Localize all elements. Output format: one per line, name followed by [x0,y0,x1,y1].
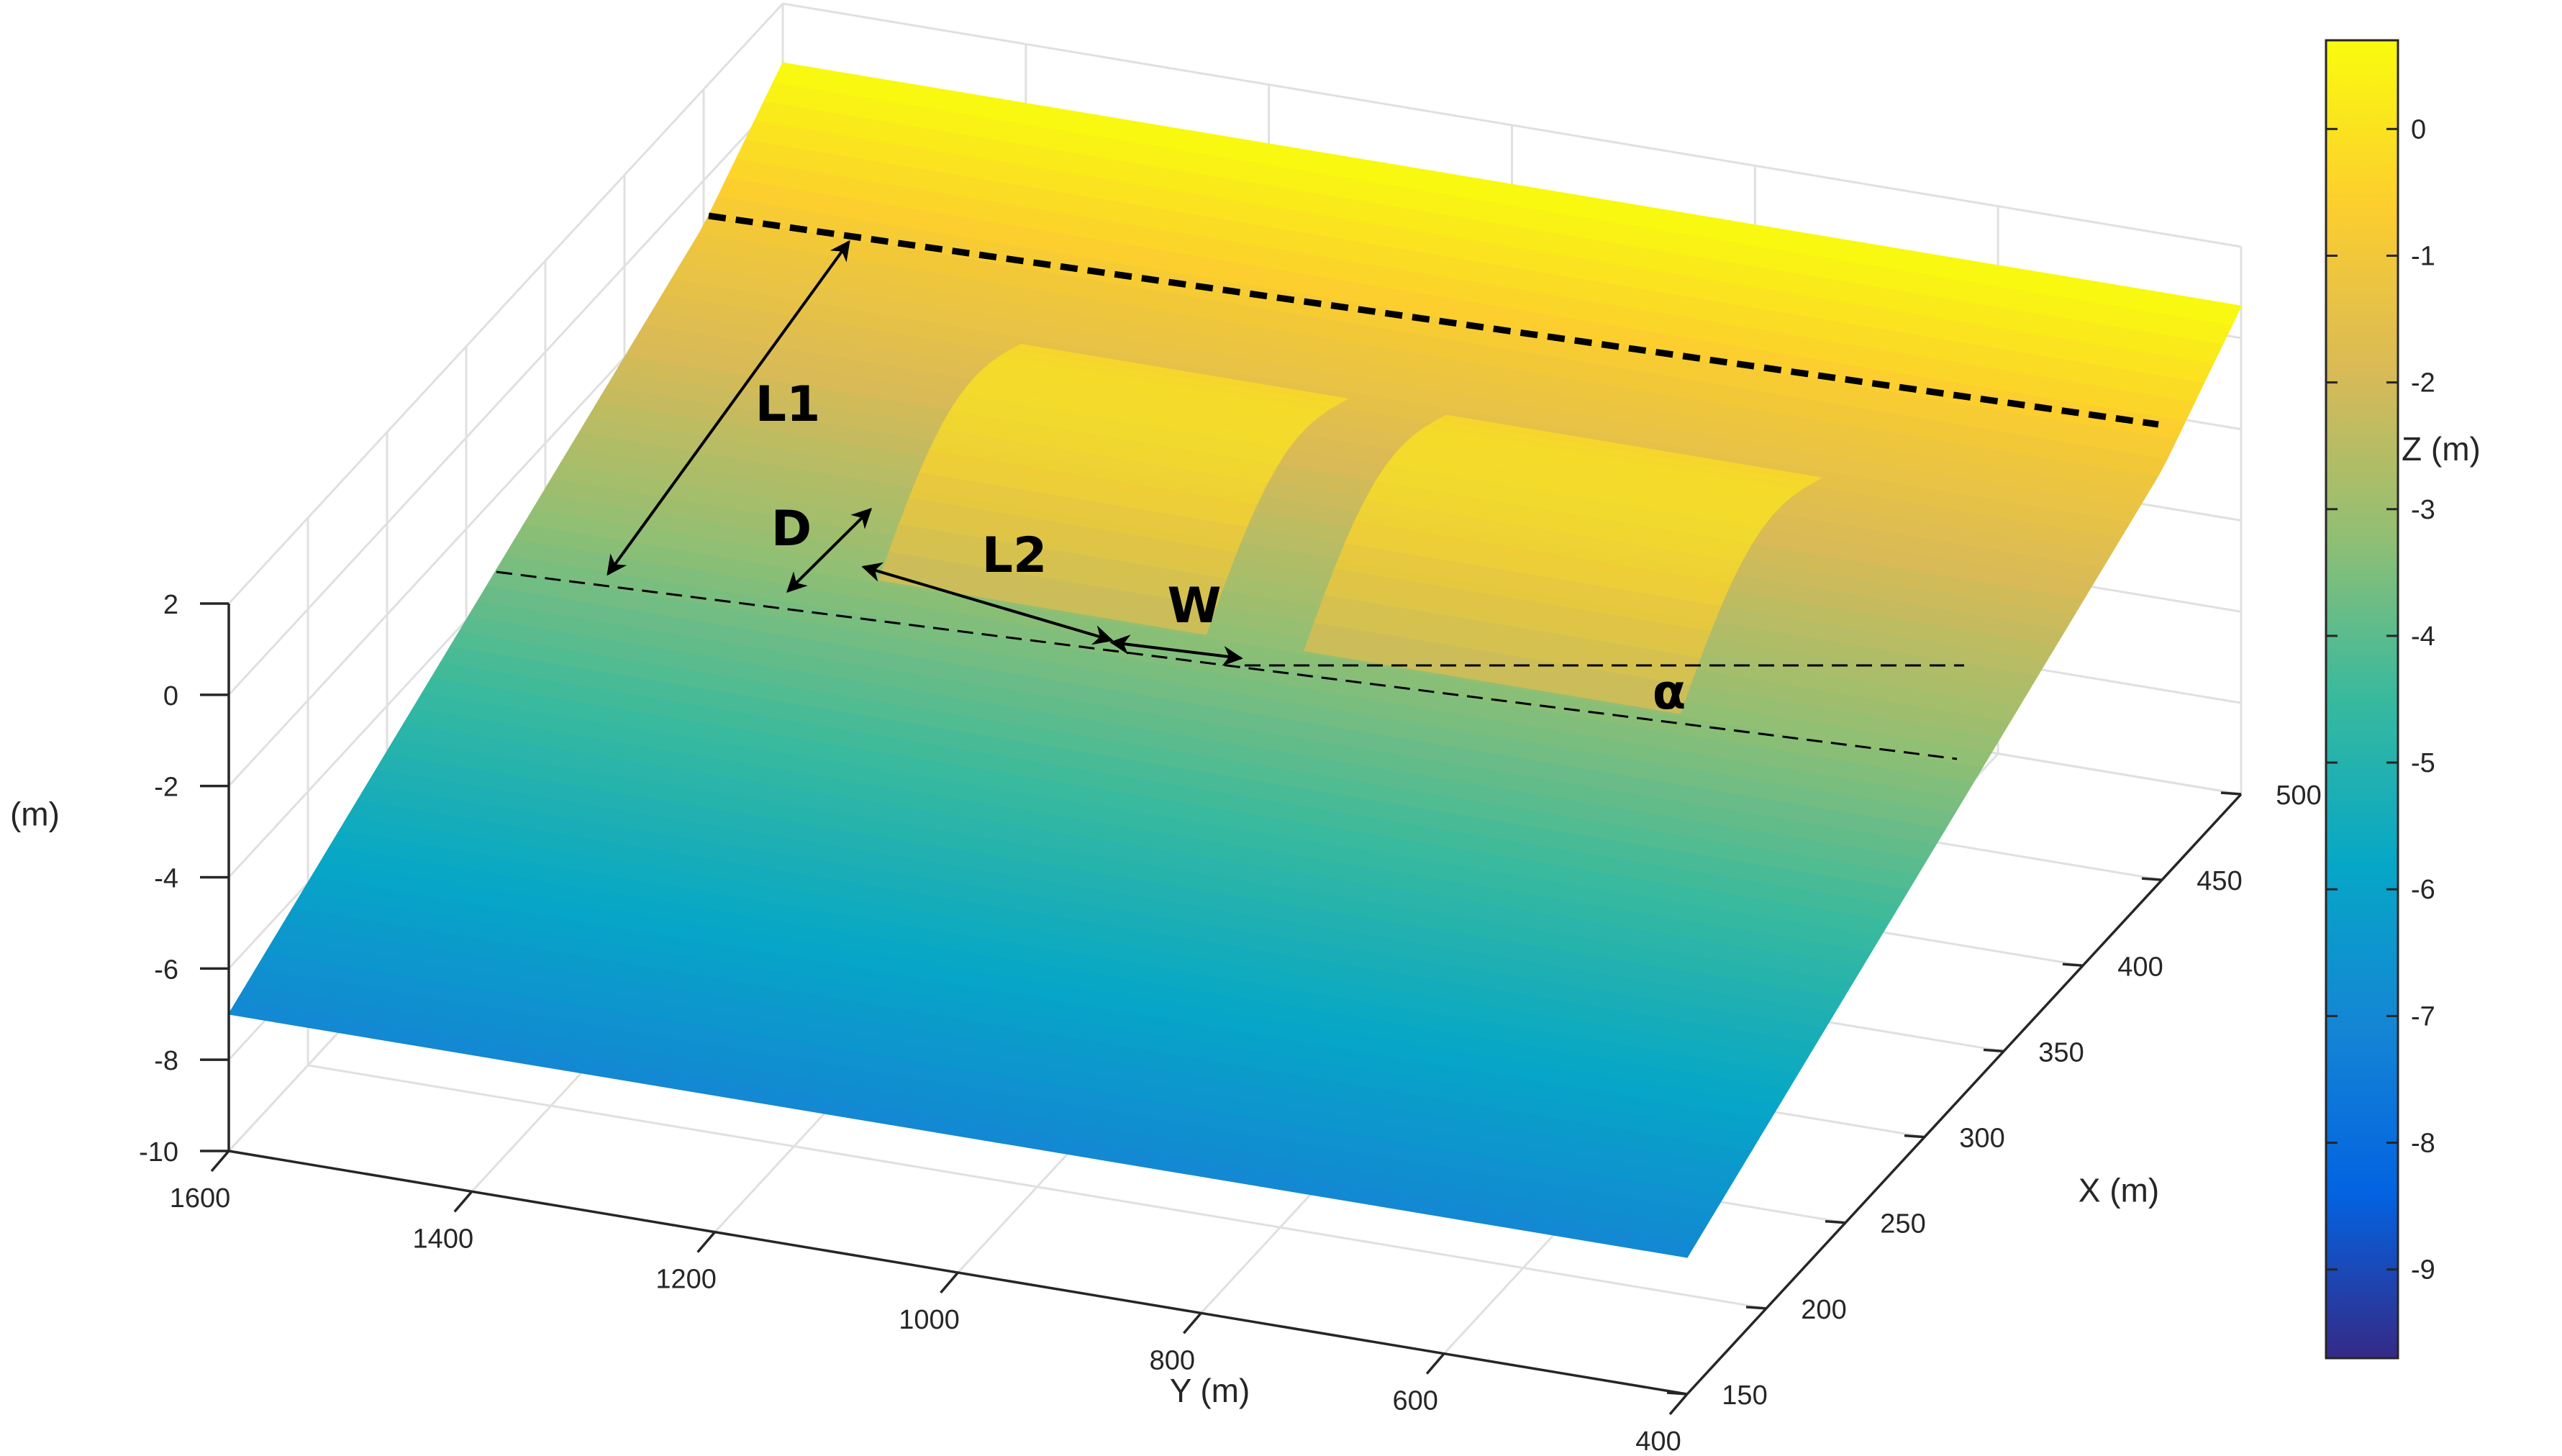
annotations: L1 D L2 Wα [496,212,2159,760]
surface-strip [773,62,2243,326]
colorbar-label: Z (m) [2402,430,2481,468]
z-tick-label: -2 [154,773,178,803]
sandbar-patch [1364,481,1752,563]
y-tick-label: 1200 [655,1265,717,1295]
sandbar-patch [959,382,1299,450]
z-tick-label: -6 [154,955,178,985]
colorbar-tick-label: -3 [2411,495,2435,525]
x-tick-label: 450 [2197,866,2242,896]
y-tick [940,1271,959,1294]
sandbar-patch [1405,433,1793,506]
ticks: 400 600 800 1000 1200 1400 1600 150 200 250 300 350… [0,590,2322,1456]
x-tick-label: 300 [1959,1124,2004,1154]
L1-label: L1 [755,376,821,433]
sandbar-patch [1435,414,1823,483]
sandbar-patch [909,473,1248,552]
y-tick [453,1191,473,1213]
grid-line [227,94,784,696]
sandbar-patch [949,395,1288,466]
sandbar-patch [1303,622,1691,714]
sandbar-patch [990,355,1329,418]
x-tick [2220,791,2242,796]
y-tick [1183,1312,1202,1334]
sandbar-patch [1395,442,1783,517]
axes [200,602,2243,1416]
x-tick-label: 250 [1880,1209,1925,1239]
sandbar-patch [1344,520,1732,607]
colorbar-bar [2325,39,2399,1360]
sandbar-patch [1415,426,1803,497]
y-tick-label: 1600 [170,1183,231,1214]
bathymetry-surface [227,62,2243,1258]
colorbar-tick-label: 0 [2411,114,2426,145]
sandbar-patch [899,497,1237,579]
z-tick-label: -8 [154,1046,178,1076]
colorbar-tick-label: -6 [2411,875,2435,905]
sandbar-patch [1385,452,1772,529]
y-tick-label: 400 [1635,1427,1681,1456]
z-tick-label: -4 [154,864,178,894]
sandbar-patch [929,429,1268,505]
y-tick-label: 600 [1392,1386,1437,1416]
x-tick [1904,1134,1925,1139]
W-label: W [1167,578,1221,634]
sandbar-patch [1425,420,1813,490]
y-axis-label: Y (m) [1170,1372,1250,1409]
y-tick-label: 1000 [899,1305,960,1335]
grid-line [782,2,2242,248]
y-tick [210,1150,230,1173]
x-tick-label: 400 [2117,952,2163,982]
colorbar-tick-label: -8 [2411,1129,2435,1159]
y-tick [696,1231,716,1253]
colorbar: 0 -1 -2 -3 -4 -5 -6 -7 -8 -9 Z (m) [2325,39,2481,1360]
sandbar-patch [1354,500,1742,584]
z-tick-label: -10 [139,1137,178,1168]
x-axis-line [1686,793,2243,1396]
x-axis-label: X (m) [2079,1172,2159,1209]
x-tick-label: 350 [2038,1037,2084,1068]
sandbar-patch [919,450,1258,528]
sandbar-patch [980,363,1319,427]
colorbar-tick-label: -2 [2411,368,2435,399]
x-tick [2062,963,2084,968]
D-label: D [771,501,812,558]
x-tick-label: 200 [1801,1295,1846,1325]
y-tick [1425,1352,1445,1375]
L1-arrow [607,240,850,576]
y-tick [1668,1393,1689,1416]
z-tick-label: 0 [163,681,178,711]
L2-arrow [861,562,1114,645]
x-tick-label: 150 [1722,1380,1767,1411]
colorbar-tick-label: -9 [2411,1255,2435,1286]
sandbar-patch [939,411,1278,484]
sandbar-patch [1334,543,1722,632]
W-arrow [1109,634,1243,666]
grid-line [227,2,784,605]
x-tick [1983,1048,2004,1053]
x-tick [2141,877,2163,881]
sandbar-patch [1010,343,1349,404]
D-arrow [786,508,872,593]
z-tick-label: 2 [163,590,178,620]
L2-label: L2 [982,527,1048,584]
x-tick [1745,1306,1767,1310]
z-axis-label: Z (m) [0,796,60,833]
sandbar-patch [1314,595,1701,686]
x-tick [1666,1391,1688,1396]
sandbar-patch [970,371,1309,437]
colorbar-tick-label: -7 [2411,1001,2435,1032]
alpha-label: α [1653,664,1686,721]
colorbar-tick-label: -4 [2411,622,2435,652]
colorbar-tick-label: -5 [2411,748,2435,778]
x-tick-label: 500 [2276,781,2321,811]
sandbar-patch [1324,568,1712,658]
colorbar-tick-label: -1 [2411,241,2435,271]
sandbar-patch [1374,466,1762,545]
y-tick-label: 800 [1150,1345,1195,1375]
sandbar-patch [1000,349,1339,411]
x-tick [1825,1219,1846,1224]
y-tick-label: 1400 [413,1224,474,1254]
